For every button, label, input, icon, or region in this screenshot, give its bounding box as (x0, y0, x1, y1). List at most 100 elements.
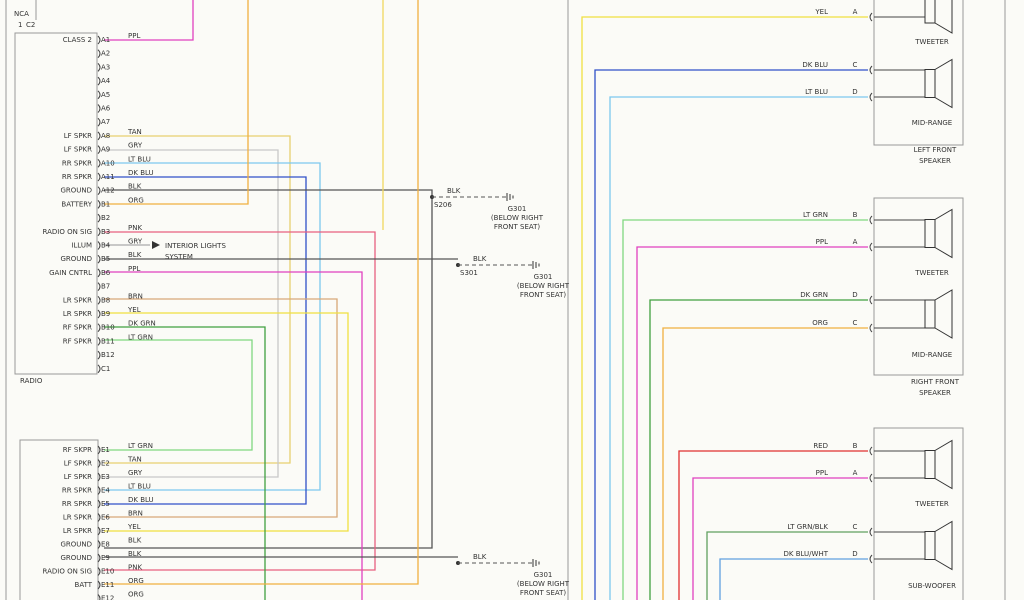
pin-id: E2 (101, 460, 110, 468)
wire-color: LT GRN (128, 442, 153, 450)
wire-color: PPL (128, 32, 140, 40)
pin-mark (97, 459, 101, 468)
pin-id: B4 (101, 242, 111, 250)
pin-mark (97, 486, 101, 495)
pin-mark (97, 295, 101, 305)
pin-id: A5 (101, 91, 110, 99)
pin-id: E4 (101, 487, 110, 495)
unit-name: TWEETER (914, 38, 949, 46)
ground-location: FRONT SEAT) (520, 589, 567, 597)
terminal-pin: A (853, 238, 858, 246)
terminal (869, 473, 873, 483)
pin-id: A4 (101, 77, 111, 85)
pin-mark (97, 145, 101, 154)
speaker-wire (706, 531, 868, 600)
pin-mark (97, 594, 101, 600)
pin-id: B12 (101, 351, 115, 359)
terminal-pin: D (852, 291, 857, 299)
terminal (869, 92, 873, 102)
unit-name: TWEETER (914, 269, 949, 277)
pin-function: LF SPKR (64, 146, 92, 154)
pin-function: RADIO ON SIG (43, 568, 92, 576)
pin-function: LR SPKR (63, 310, 92, 318)
wire-color: DK BLU (128, 169, 154, 177)
pin-id: B1 (101, 200, 110, 208)
ground-location: (BELOW RIGHT (517, 282, 570, 290)
pin-id: B6 (101, 269, 111, 277)
wire-color: LT BLU (128, 155, 151, 163)
ground-location: (BELOW RIGHT (517, 580, 570, 588)
speaker-icon (924, 299, 936, 329)
wire-color: BLK (128, 550, 142, 558)
pin-mark (97, 227, 101, 237)
wire-color: DK BLU/WHT (783, 550, 828, 558)
terminal-pin: D (852, 88, 857, 96)
pin-id: B8 (101, 296, 110, 304)
pin-mark (97, 309, 101, 319)
pin-mark (97, 213, 101, 223)
unit-name: TWEETER (914, 500, 949, 508)
pin-id: A7 (101, 118, 110, 126)
ground-id: G301 (508, 205, 527, 213)
pin-function: RADIO ON SIG (43, 228, 92, 236)
wire-color: PPL (816, 238, 828, 246)
wire-color: GRY (128, 142, 143, 150)
pin-function: GROUND (60, 541, 92, 549)
connector-pin: 1 (18, 21, 22, 29)
pin-mark (97, 76, 101, 86)
pin-function: GROUND (60, 554, 92, 562)
splice-id: S301 (460, 269, 478, 277)
wire-color: GRY (128, 469, 143, 477)
speaker-icon (924, 450, 936, 479)
pin-mark (97, 337, 101, 346)
connector-label: NCA (14, 10, 29, 18)
pin-function: GROUND (60, 255, 92, 263)
wire-color: LT GRN (128, 333, 153, 341)
pin-id: A3 (101, 63, 110, 71)
pin-mark (97, 553, 101, 563)
pin-function: RF SPKR (63, 337, 92, 345)
pin-id: E3 (101, 473, 110, 481)
pin-mark (97, 131, 101, 141)
speaker-label: LEFT FRONT (914, 146, 957, 154)
ground-wire: BLK (473, 255, 487, 263)
speaker-wire (692, 477, 868, 600)
terminal-pin: C (853, 61, 858, 69)
pin-mark (97, 580, 101, 590)
pin-function: RR SPKR (62, 487, 92, 495)
speaker-cone (934, 289, 953, 339)
wire-color: ORG (128, 577, 144, 585)
pin-mark (97, 350, 101, 360)
pin-id: E8 (101, 541, 110, 549)
terminal (869, 12, 873, 22)
wire-color: BLK (128, 251, 142, 259)
pin-mark (97, 540, 101, 549)
pin-id: A12 (101, 187, 115, 195)
wire-color: LT BLU (805, 88, 828, 96)
wire-color: PNK (128, 224, 142, 232)
terminal (869, 527, 873, 537)
pin-function: RR SPKR (62, 159, 92, 167)
pin-mark (97, 200, 101, 209)
wire-color: YEL (814, 8, 828, 16)
pin-id: A11 (101, 173, 115, 181)
wire-color: LT GRN/BLK (787, 523, 828, 531)
pin-mark (97, 172, 101, 182)
ground-id: G301 (534, 273, 553, 281)
ground-symbol (532, 559, 540, 567)
wire-color: DK GRN (128, 320, 156, 328)
pin-mark (97, 158, 101, 168)
pin-mark (97, 282, 101, 291)
pin-id: B9 (101, 310, 110, 318)
pin-mark (97, 567, 101, 576)
speaker-cone (934, 208, 953, 259)
wire-color: RED (813, 442, 828, 450)
pin-mark (97, 35, 101, 45)
wire-color: LT BLU (128, 483, 151, 491)
speaker-label: SPEAKER (919, 389, 951, 397)
wire-color: ORG (128, 591, 144, 599)
pin-id: E12 (101, 595, 114, 600)
speaker-wire (678, 450, 868, 600)
terminal-pin: B (853, 211, 858, 219)
speaker-wire (594, 69, 868, 600)
